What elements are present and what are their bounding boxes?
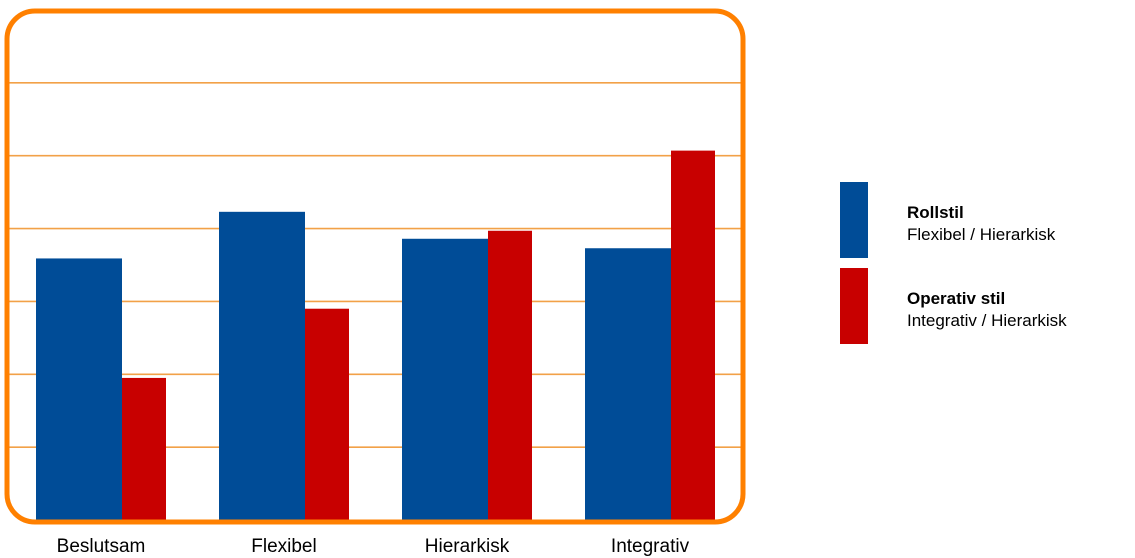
legend-swatch-operativ-stil (840, 268, 868, 344)
bars (36, 150, 715, 521)
legend-item-rollstil: Rollstil Flexibel / Hierarkisk (840, 182, 1135, 268)
legend-title: Operativ stil (907, 289, 1006, 308)
legend-subtitle: Integrativ / Hierarkisk (907, 311, 1067, 330)
legend-text: Rollstil Flexibel / Hierarkisk (907, 202, 1055, 246)
legend: Rollstil Flexibel / Hierarkisk Operativ … (840, 182, 1135, 354)
bar-chart: Beslutsam Flexibel Hierarkisk Integrativ (4, 8, 746, 557)
category-labels: Beslutsam Flexibel Hierarkisk Integrativ (57, 536, 690, 557)
bar-rollstil-flexibel (219, 211, 305, 521)
legend-subtitle: Flexibel / Hierarkisk (907, 225, 1056, 244)
chart-frame (4, 8, 746, 525)
legend-text: Operativ stil Integrativ / Hierarkisk (907, 288, 1067, 332)
bar-operativ-stil-hierarkisk (488, 230, 532, 520)
x-tick-label: Flexibel (251, 536, 316, 557)
legend-title: Rollstil (907, 203, 964, 222)
bar-rollstil-hierarkisk (402, 238, 488, 520)
x-tick-label: Integrativ (611, 536, 690, 557)
bar-operativ-stil-beslutsam (122, 377, 166, 520)
legend-item-operativ-stil: Operativ stil Integrativ / Hierarkisk (840, 268, 1135, 354)
x-tick-label: Beslutsam (57, 536, 146, 557)
x-tick-label: Hierarkisk (425, 536, 510, 557)
bar-operativ-stil-flexibel (305, 308, 349, 520)
bar-rollstil-beslutsam (36, 258, 122, 520)
legend-swatch-rollstil (840, 182, 868, 258)
bar-operativ-stil-integrativ (671, 150, 715, 520)
bar-rollstil-integrativ (585, 248, 671, 520)
